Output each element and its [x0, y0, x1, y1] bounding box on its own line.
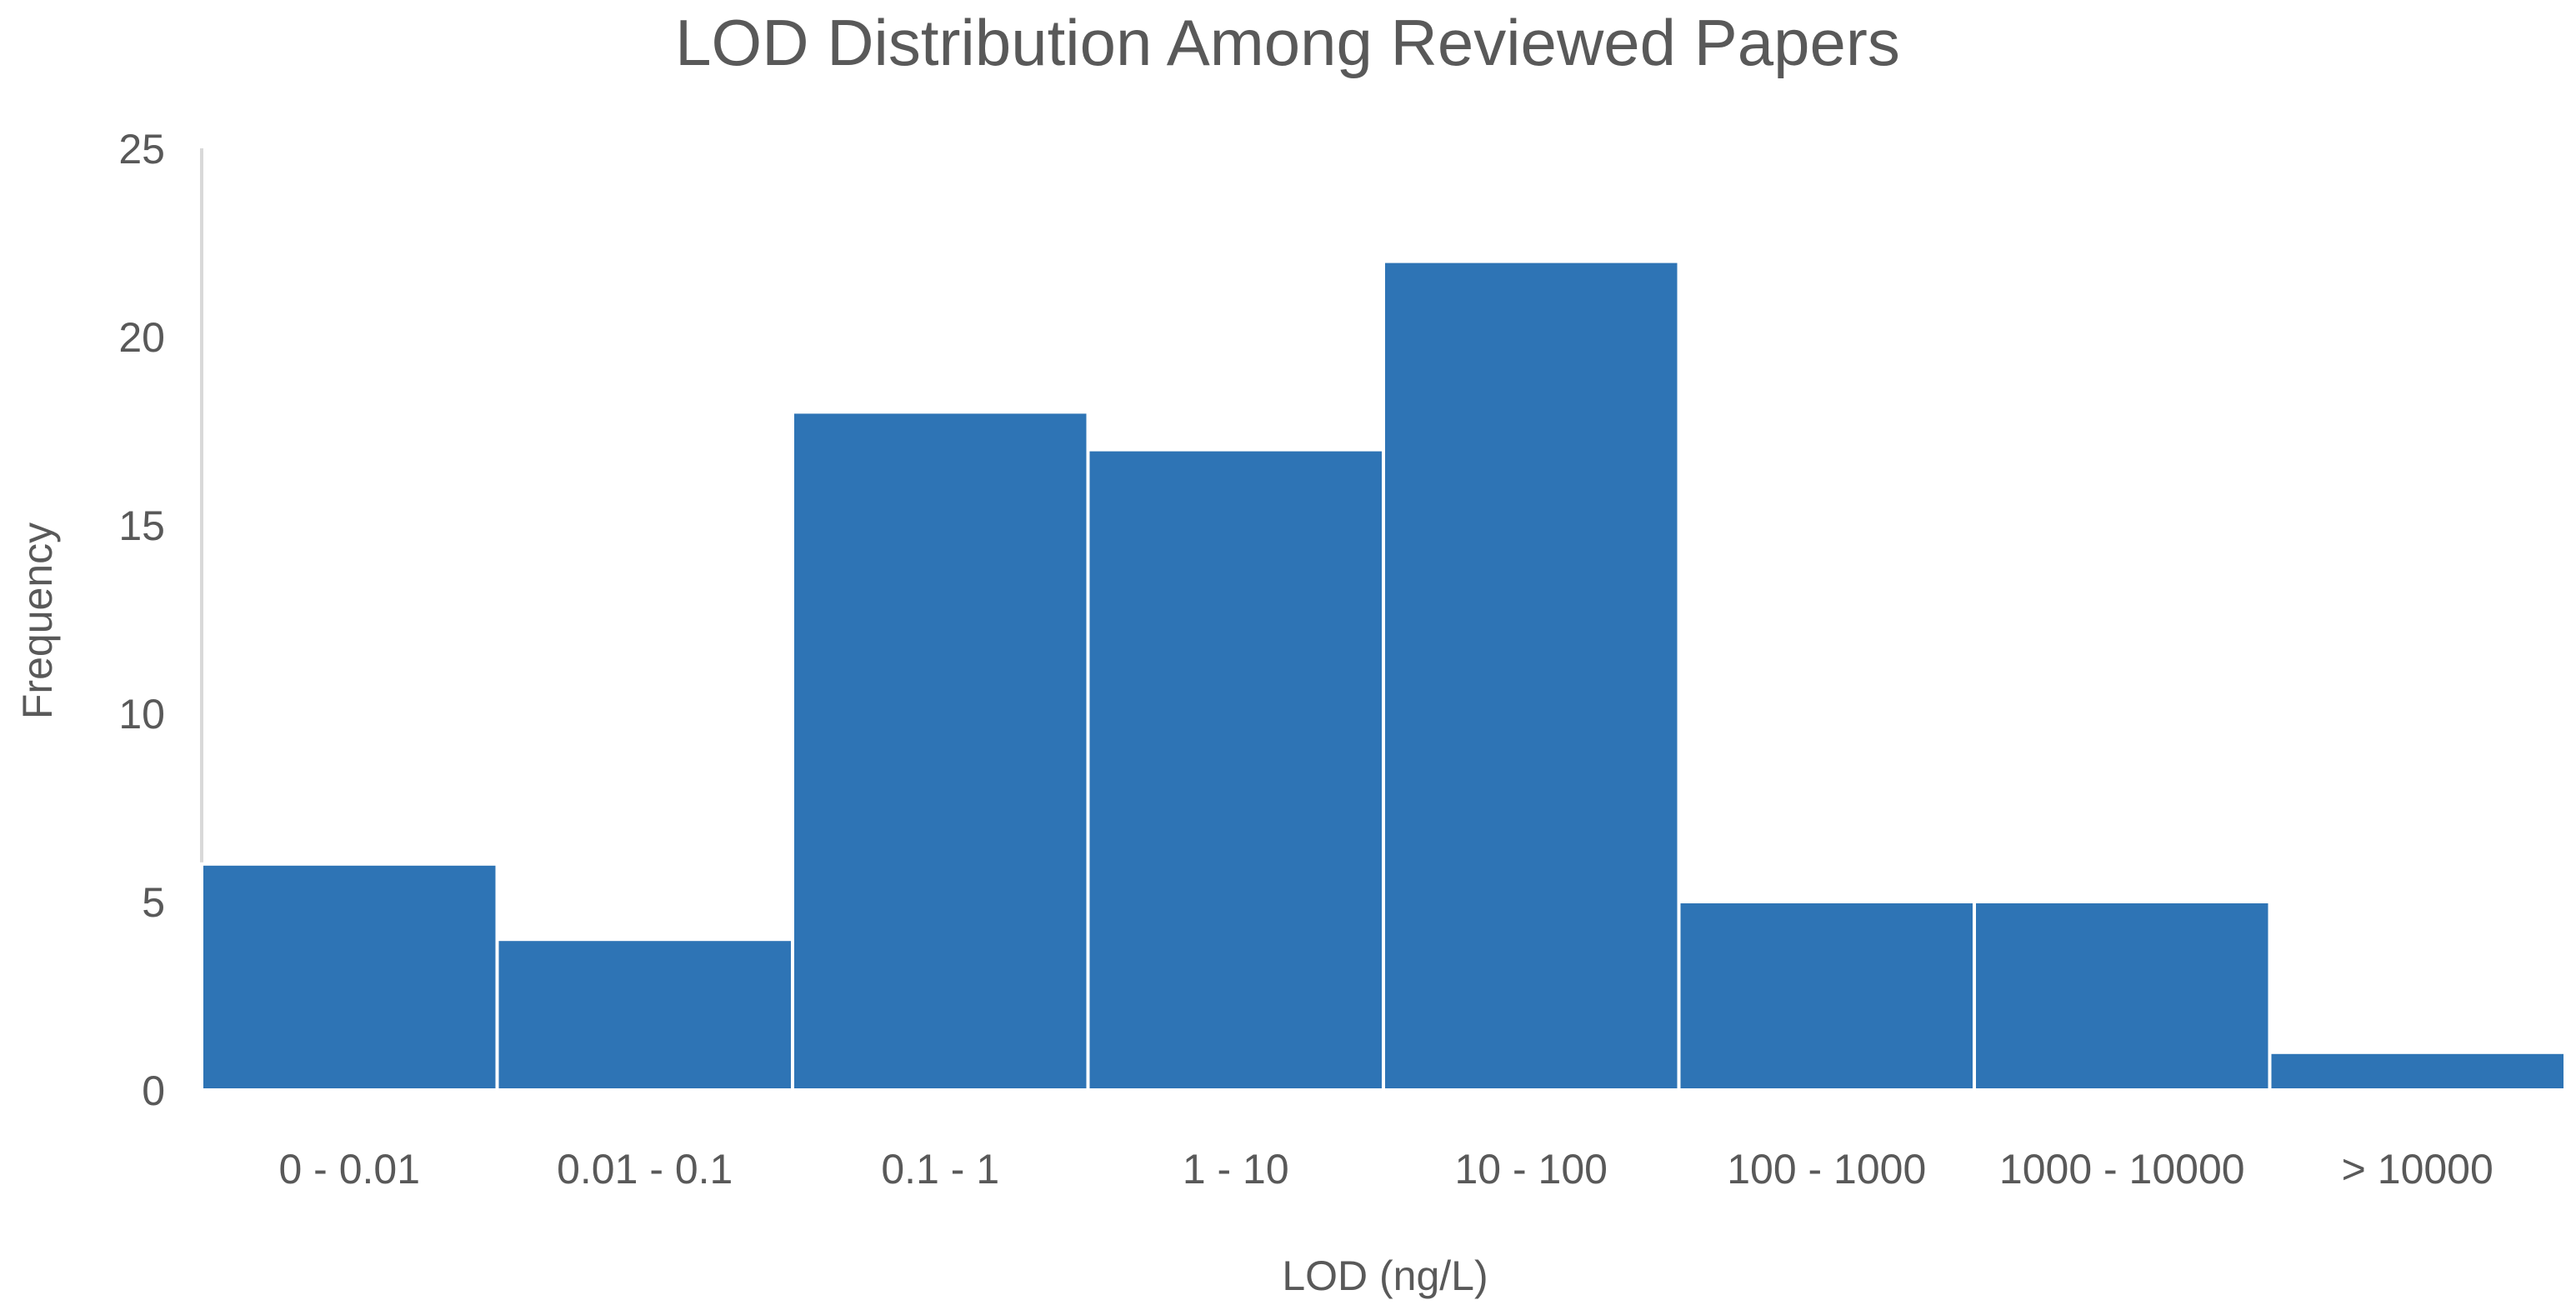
x-axis-title: LOD (ng/L)	[1282, 1252, 1488, 1299]
x-tick-label-0: 0 - 0.01	[278, 1146, 420, 1192]
y-tick-label-4: 20	[118, 314, 165, 361]
x-tick-labels: 0 - 0.01 0.01 - 0.1 0.1 - 1 1 - 10 10 - 100 1…	[278, 1146, 2493, 1192]
bar-6	[1973, 900, 2272, 1092]
x-tick-label-4: 10 - 100	[1455, 1146, 1608, 1192]
bar-1	[495, 938, 794, 1092]
bar-7	[2268, 1050, 2567, 1092]
x-tick-label-6: 1000 - 10000	[1999, 1146, 2245, 1192]
x-tick-label-2: 0.1 - 1	[881, 1146, 999, 1192]
bar-3	[1086, 448, 1385, 1092]
bar-0	[200, 862, 499, 1092]
bar-4	[1382, 259, 1681, 1092]
y-tick-labels: 0 5 10 15 20 25	[118, 126, 165, 1114]
y-tick-label-1: 5	[142, 879, 165, 926]
x-tick-label-3: 1 - 10	[1183, 1146, 1289, 1192]
x-tick-label-5: 100 - 1000	[1727, 1146, 1926, 1192]
y-tick-label-0: 0	[142, 1068, 165, 1114]
y-tick-label-5: 25	[118, 126, 165, 172]
bar-2	[791, 410, 1090, 1092]
y-tick-label-2: 10	[118, 691, 165, 738]
bar-5	[1677, 900, 1976, 1092]
x-tick-label-7: > 10000	[2342, 1146, 2493, 1192]
y-tick-label-3: 15	[118, 502, 165, 549]
y-axis-title: Frequency	[14, 522, 61, 719]
chart-title: LOD Distribution Among Reviewed Papers	[675, 6, 1900, 79]
x-tick-label-1: 0.01 - 0.1	[557, 1146, 733, 1192]
bars-group	[200, 259, 2567, 1092]
